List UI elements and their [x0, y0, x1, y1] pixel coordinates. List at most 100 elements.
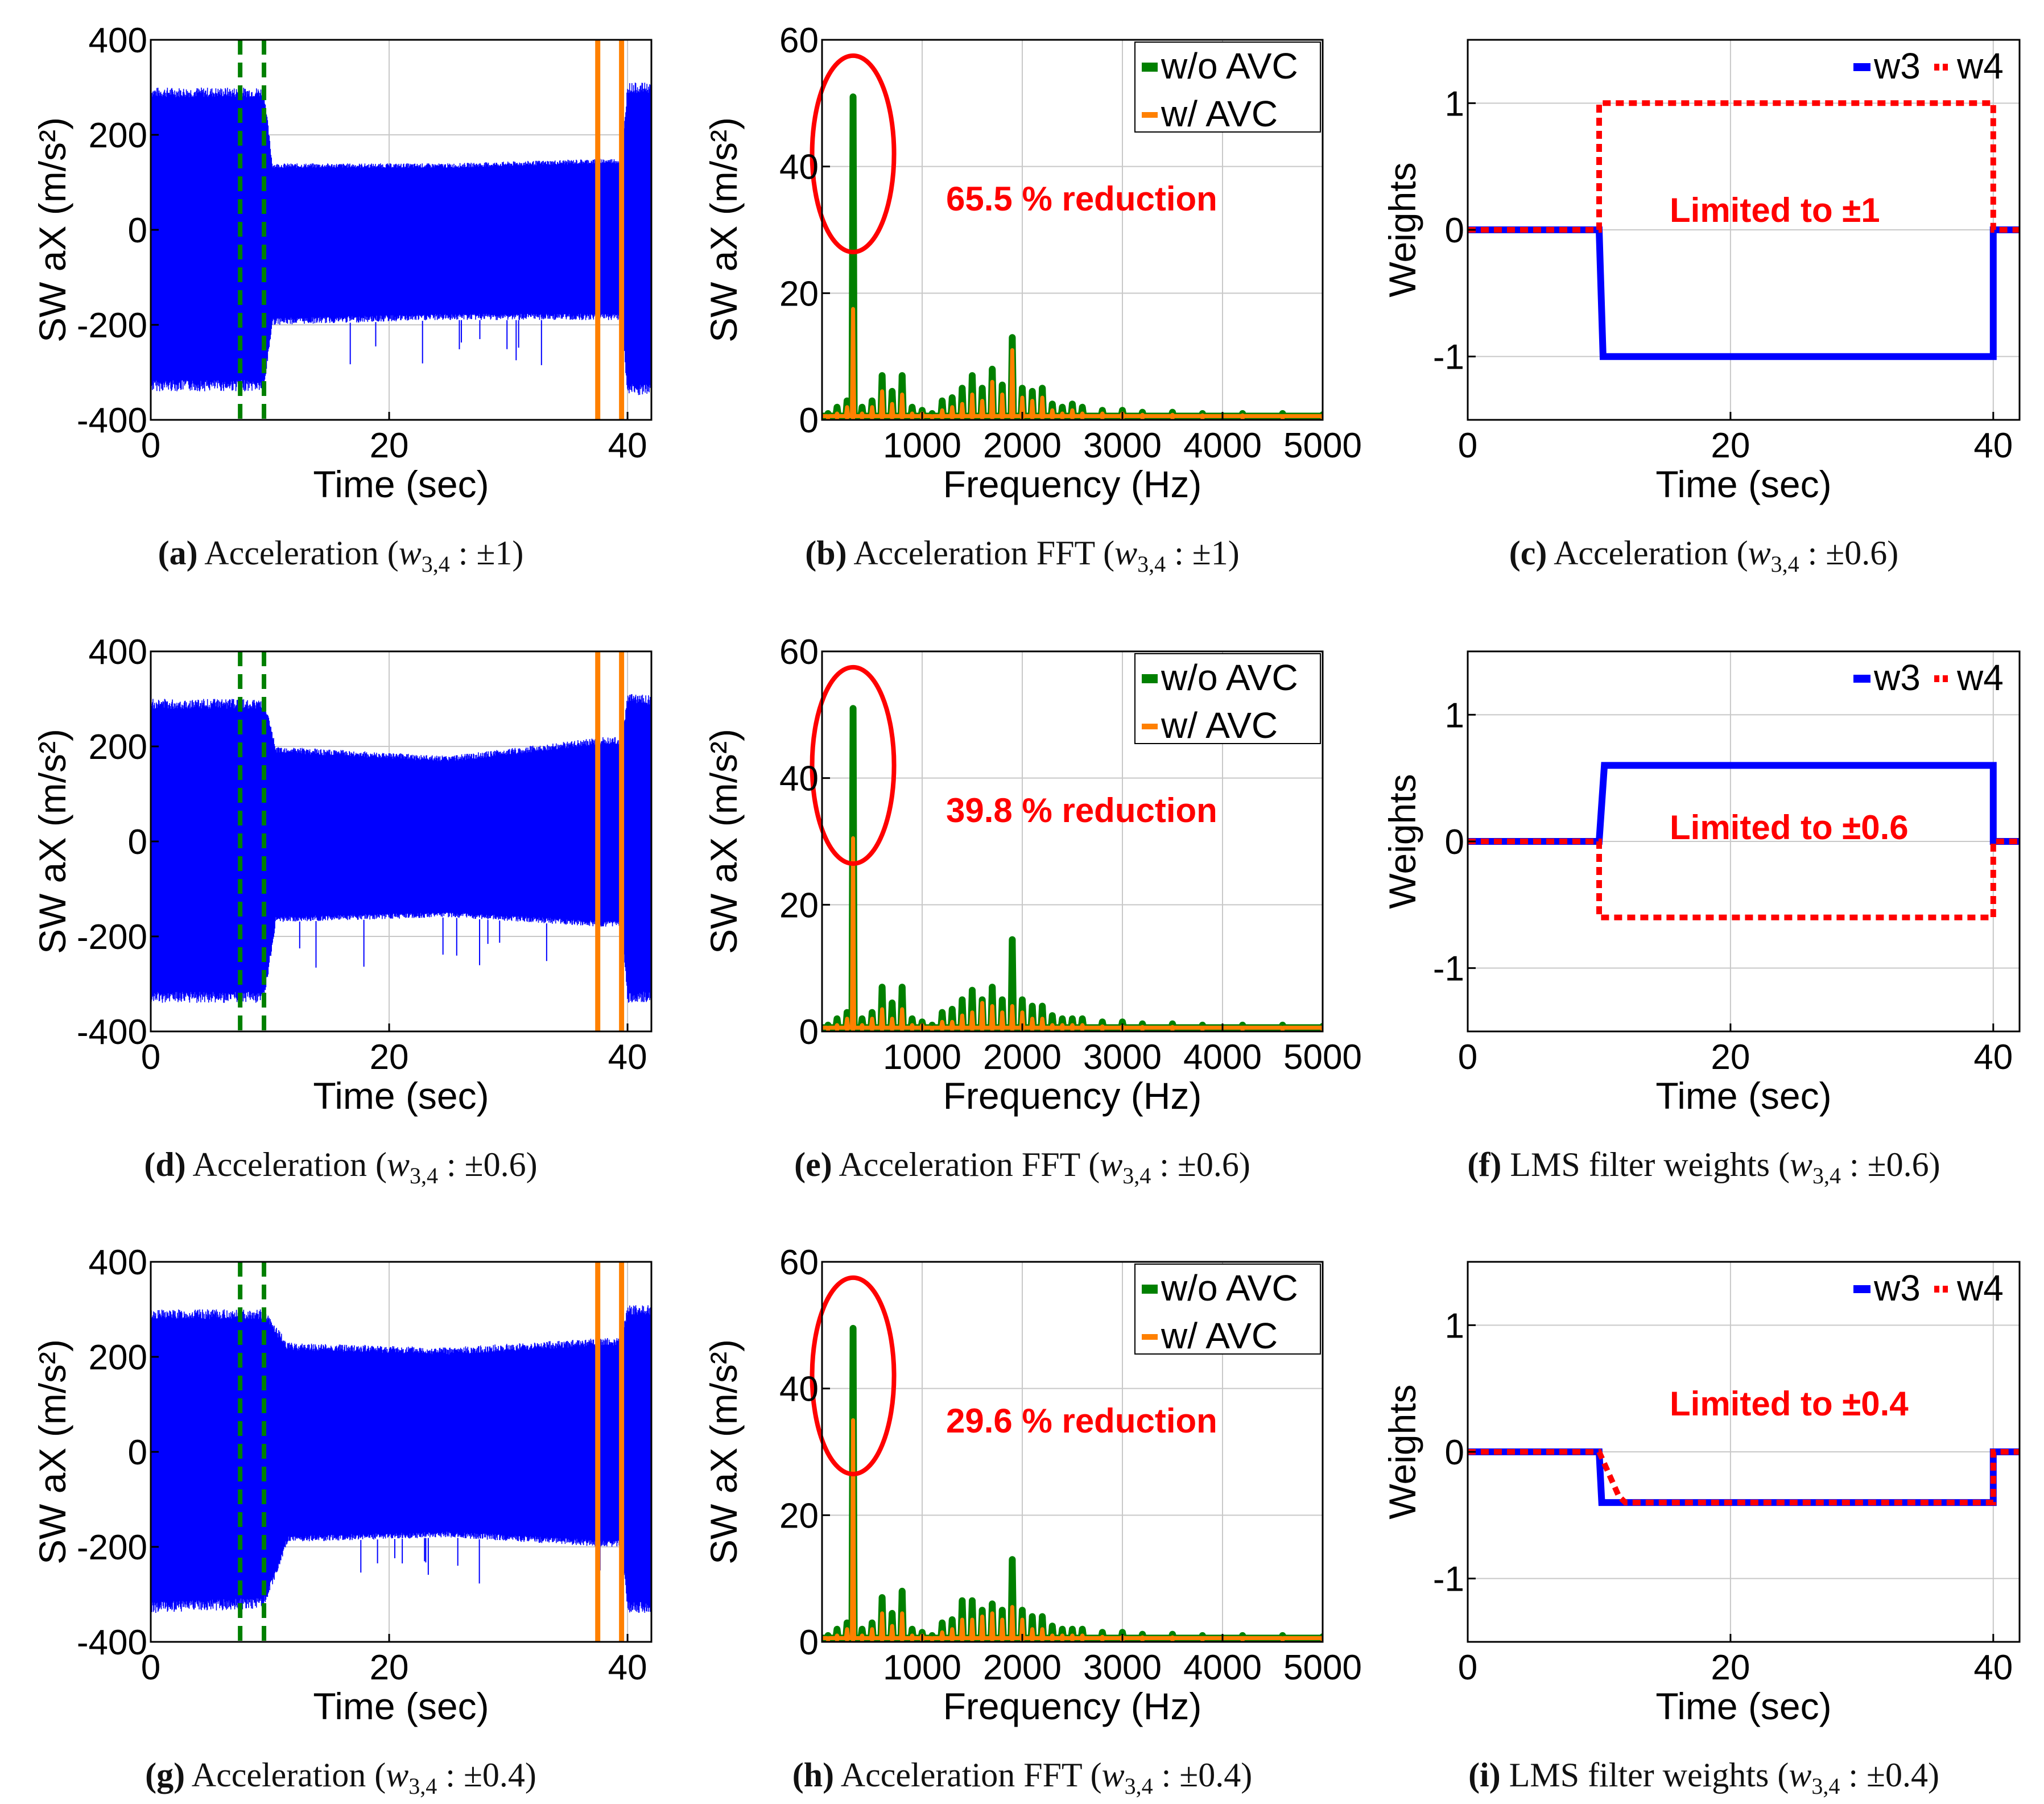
y-tick-label: 0	[1445, 1433, 1464, 1472]
x-tick-label: 3000	[1083, 426, 1162, 465]
peak-highlight-ellipse	[810, 1275, 897, 1476]
y-tick-label: 0	[799, 1623, 819, 1662]
y-tick-label: -200	[77, 1528, 147, 1567]
x-tick-label: 2000	[983, 1648, 1062, 1687]
y-tick-label: 0	[128, 1433, 147, 1472]
caption-letter: (b)	[805, 534, 847, 572]
x-tick-label: 4000	[1183, 426, 1262, 465]
plot-area	[1468, 100, 2020, 360]
caption-letter: (a)	[158, 534, 198, 572]
plot-area	[151, 40, 651, 420]
w3-line	[1468, 226, 2020, 360]
y-tick-label: 40	[779, 759, 819, 799]
caption-text: Acceleration	[204, 534, 379, 572]
y-axis-label: SW aX (m/s²)	[703, 729, 745, 954]
legend-label-w-avc: w/ AVC	[1161, 1315, 1278, 1356]
caption-limit: ±0.4	[1867, 1756, 1928, 1794]
caption-e: (e) Acceleration FFT (w3,4 : ±0.6)	[794, 1146, 1250, 1188]
x-tick-label: 0	[1458, 1038, 1477, 1077]
y-axis-label: SW aX (m/s²)	[31, 729, 73, 954]
y-tick-label: 400	[89, 633, 147, 672]
acceleration-signal	[151, 82, 651, 395]
x-tick-label: 40	[608, 1038, 647, 1077]
legend: w/o AVC w/ AVC	[1134, 42, 1321, 134]
legend-label-w4: w4	[1956, 1268, 2004, 1308]
caption-d: (d) Acceleration (w3,4 : ±0.6)	[144, 1146, 538, 1188]
y-axis-label: Weights	[1381, 774, 1423, 909]
w4-line	[1468, 1449, 2020, 1506]
caption-f: (f) LMS filter weights (w3,4 : ±0.6)	[1467, 1146, 1940, 1188]
legend: w/o AVC w/ AVC	[1134, 1264, 1321, 1356]
y-tick-label: -400	[77, 1623, 147, 1662]
x-tick-label: 3000	[1083, 1648, 1162, 1687]
caption-limit: ±0.6	[1826, 534, 1888, 572]
legend-label-w-avc: w/ AVC	[1161, 705, 1278, 746]
caption-a: (a) Acceleration (w3,4 : ±1)	[158, 534, 524, 577]
caption-symbol: (w3,4 :	[375, 1146, 465, 1188]
x-axis-label: Time (sec)	[313, 1075, 489, 1117]
caption-symbol: (w3,4 :	[1090, 1756, 1180, 1799]
legend-box	[1134, 653, 1321, 744]
caption-limit: ±0.4	[463, 1756, 525, 1794]
peak-highlight-ellipse	[810, 53, 897, 254]
legend-label-w4: w4	[1956, 46, 2004, 86]
x-tick-label: 0	[141, 1648, 160, 1687]
caption-letter: (d)	[144, 1146, 186, 1183]
caption-symbol: (w3,4 :	[1103, 534, 1192, 577]
legend: w/o AVC w/ AVC	[1134, 653, 1321, 746]
caption-limit: ±0.6	[464, 1146, 526, 1183]
y-axis-label: SW aX (m/s²)	[31, 1339, 73, 1564]
panel-b: 65.5 % reduction w/o AVC w/ AVC 60 40 20 0 1000…	[703, 21, 1362, 505]
caption-limit: ±1	[1192, 534, 1228, 572]
y-tick-label: 1	[1445, 1306, 1464, 1345]
axes-frame	[821, 39, 1324, 421]
plot-area	[1468, 1448, 2020, 1506]
legend-box	[1134, 42, 1321, 133]
panel-h: 29.6 % reduction w/o AVC w/ AVC 60 40 20 0 1000…	[703, 1243, 1362, 1727]
caption-text: Acceleration FFT	[839, 1146, 1080, 1183]
axes-frame	[821, 650, 1324, 1033]
caption-text: Acceleration	[191, 1756, 366, 1794]
peak-highlight-ellipse	[810, 664, 897, 866]
y-tick-label: 200	[89, 1338, 147, 1377]
y-tick-label: 40	[779, 148, 819, 187]
legend-label-w3: w3	[1873, 1268, 1921, 1308]
caption-symbol: (w3,4 :	[1777, 1756, 1867, 1799]
y-tick-label: 40	[779, 1370, 819, 1409]
legend-label-w3: w3	[1873, 657, 1921, 698]
y-tick-label: 20	[779, 1496, 819, 1535]
caption-limit: ±0.4	[1179, 1756, 1241, 1794]
y-axis-label: SW aX (m/s²)	[31, 117, 73, 342]
x-axis-label: Frequency (Hz)	[943, 463, 1202, 505]
y-tick-label: 60	[779, 21, 819, 60]
caption-letter: (h)	[792, 1756, 835, 1794]
legend: w3 w4	[1853, 657, 2004, 698]
caption-text: Acceleration	[1554, 534, 1728, 572]
caption-letter: (c)	[1509, 534, 1547, 572]
panel-i: Limited to ±0.4 w3 w4 1 0 -1 0 20 40 Time (sec) We…	[1381, 1261, 2021, 1727]
x-tick-label: 20	[1711, 1648, 1750, 1687]
y-tick-label: 60	[779, 1243, 819, 1282]
grid	[822, 1262, 1323, 1642]
plot-area	[822, 1324, 1323, 1642]
x-tick-label: 1000	[883, 1648, 961, 1687]
caption-c: (c) Acceleration (w3,4 : ±0.6)	[1509, 534, 1899, 577]
caption-letter: (g)	[145, 1756, 185, 1794]
x-axis-label: Time (sec)	[1655, 1685, 1831, 1727]
y-tick-label: 0	[1445, 211, 1464, 250]
y-tick-label: -400	[77, 401, 147, 440]
legend-label-wo-avc: w/o AVC	[1161, 657, 1298, 698]
legend-label-wo-avc: w/o AVC	[1161, 1268, 1298, 1308]
caption-text: Acceleration	[192, 1146, 367, 1183]
x-tick-label: 20	[1711, 1038, 1750, 1077]
caption-b: (b) Acceleration FFT (w3,4 : ±1)	[805, 534, 1240, 577]
caption-h: (h) Acceleration FFT (w3,4 : ±0.4)	[792, 1756, 1253, 1799]
y-tick-label: 400	[89, 21, 147, 60]
limit-annotation: Limited to ±0.6	[1670, 808, 1909, 847]
limit-annotation: Limited to ±0.4	[1670, 1385, 1909, 1423]
y-tick-label: -400	[77, 1013, 147, 1052]
y-tick-label: -200	[77, 918, 147, 957]
x-tick-label: 4000	[1183, 1038, 1262, 1077]
